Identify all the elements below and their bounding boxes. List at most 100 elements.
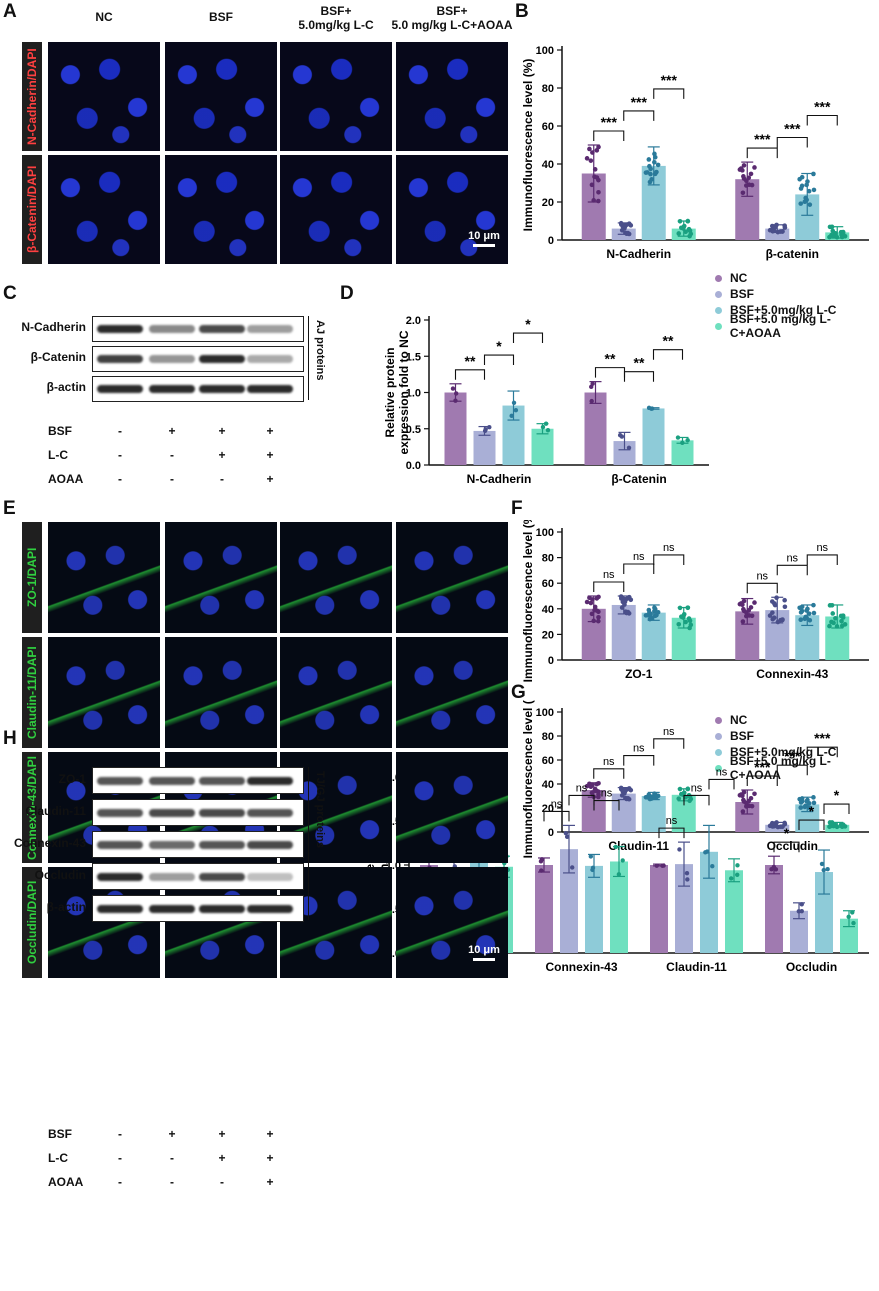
protein-band <box>97 872 143 881</box>
blot-bracket-label: TJ/GJ proteins <box>314 771 326 849</box>
data-point <box>660 863 665 868</box>
data-point <box>655 162 661 168</box>
condition-sign: + <box>218 448 226 462</box>
y-tick-label: 60 <box>542 121 554 133</box>
significance-bracket <box>568 794 595 806</box>
significance-bracket <box>593 799 620 811</box>
significance-label: *** <box>754 759 771 775</box>
y-axis-label: Immunofluorescence level (%) <box>521 700 535 858</box>
data-point <box>741 606 746 612</box>
protein-band <box>97 808 143 817</box>
significance-bracket <box>593 581 625 592</box>
y-tick-label: 80 <box>542 83 554 95</box>
significance-bracket <box>806 554 838 565</box>
data-point <box>628 223 634 228</box>
data-point <box>539 868 544 873</box>
data-point <box>797 176 802 182</box>
significance-label: ** <box>465 353 476 369</box>
y-tick-label: 40 <box>542 159 554 171</box>
significance-label: ns <box>603 756 615 768</box>
data-point <box>685 437 690 443</box>
condition-sign: - <box>170 472 174 486</box>
micrograph <box>165 522 277 633</box>
data-point <box>811 602 816 608</box>
protein-band <box>199 904 245 913</box>
micrograph <box>280 522 392 633</box>
data-point <box>652 613 658 619</box>
significance-label: ns <box>633 743 645 755</box>
data-point <box>675 435 681 440</box>
data-point <box>588 158 594 163</box>
data-point <box>737 792 743 798</box>
data-point <box>804 197 809 203</box>
data-point <box>683 229 688 235</box>
significance-label: *** <box>784 121 801 137</box>
data-point <box>511 400 517 406</box>
data-point <box>543 421 549 426</box>
blot-strip <box>92 863 304 890</box>
significance-bracket <box>683 794 710 806</box>
y-axis-label: Relative protein <box>385 347 397 437</box>
data-point <box>744 613 749 619</box>
y-axis-label: Immunofluorescence level (%) <box>521 59 535 232</box>
data-point <box>596 614 601 620</box>
data-point <box>621 222 627 228</box>
data-point <box>545 428 551 433</box>
data-point <box>620 858 625 863</box>
data-point <box>686 226 692 232</box>
legend-label: BSF <box>730 729 754 743</box>
chart-d: 0.0 0.5 1.0 1.5 2.0 Relative protein expressio… <box>385 315 709 486</box>
y-tick-label: 80 <box>542 731 554 743</box>
legend-swatch <box>715 274 722 282</box>
data-point <box>772 602 778 608</box>
data-point <box>831 233 836 238</box>
data-point <box>684 870 690 876</box>
data-point <box>687 625 692 631</box>
data-point <box>590 865 596 871</box>
significance-bracket <box>708 778 735 790</box>
condition-label: BSF <box>48 1127 72 1141</box>
condition-sign: - <box>118 424 122 438</box>
data-point <box>740 190 746 196</box>
data-point <box>771 615 777 621</box>
legend-swatch <box>715 748 722 756</box>
legend-label: BSF+5.0 mg/kg L-C+AOAA <box>729 754 831 782</box>
data-point <box>677 786 683 792</box>
data-point <box>596 618 601 624</box>
y-tick-label: 20 <box>542 629 554 641</box>
significance-bracket <box>653 88 685 99</box>
y-tick-label: 0 <box>548 655 554 667</box>
bar <box>531 428 554 465</box>
blot-strip <box>92 895 304 922</box>
legend-item: BSF+5.0mg/kg L-C <box>715 302 879 318</box>
blot-bracket-label: AJ proteins <box>314 320 326 381</box>
bar <box>815 872 833 953</box>
data-point <box>782 597 787 603</box>
data-point <box>588 854 594 859</box>
significance-label: ns <box>666 815 678 827</box>
data-point <box>799 183 805 189</box>
scale-bar-label: 10 μm <box>468 944 500 956</box>
bar <box>584 392 607 465</box>
panel-label-g: G <box>511 682 526 703</box>
blot-strip <box>92 831 304 858</box>
micrograph <box>48 155 160 264</box>
protein-band <box>97 776 143 785</box>
protein-band <box>247 904 293 913</box>
data-point <box>621 596 627 602</box>
y-axis-label: expression fold to NC <box>397 330 411 454</box>
x-category-label: N-Cadherin <box>467 472 532 486</box>
condition-sign: + <box>218 1151 226 1165</box>
data-point <box>846 914 851 919</box>
data-point <box>564 834 570 840</box>
data-point <box>589 611 595 617</box>
data-point <box>680 440 685 446</box>
data-point <box>782 604 788 610</box>
data-point <box>589 790 595 796</box>
condition-sign: + <box>218 1127 226 1141</box>
blot-strip <box>92 316 304 342</box>
condition-sign: - <box>118 1151 122 1165</box>
legend-swatch <box>715 764 722 772</box>
panel-label-f: F <box>511 498 523 519</box>
